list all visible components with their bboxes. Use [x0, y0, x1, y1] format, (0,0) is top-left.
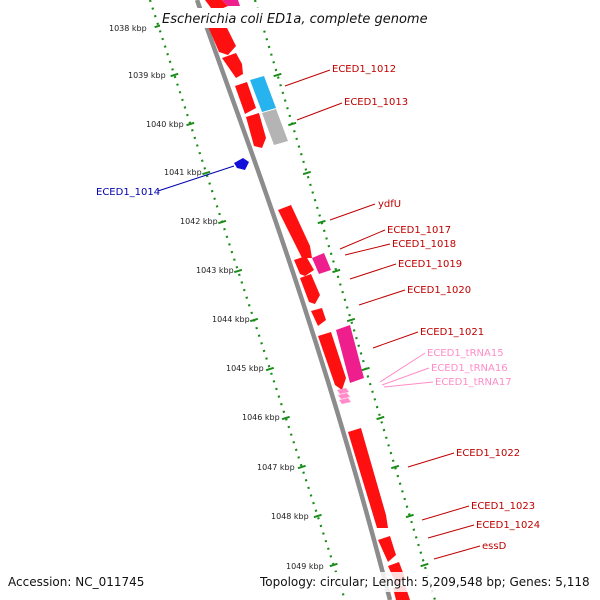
genome-backbone	[194, 0, 393, 600]
gene-label[interactable]: ECED1_1017	[387, 225, 451, 236]
kbp-major-tick	[376, 415, 385, 421]
gene-label[interactable]: essD	[482, 541, 507, 552]
gene-arrow-long	[348, 428, 388, 528]
kbp-tick-label: 1045 kbp	[226, 364, 264, 373]
outer-dotted-rail	[253, 0, 437, 600]
gene-arrow	[378, 536, 396, 562]
kbp-tick-label: 1044 kbp	[212, 315, 250, 324]
kbp-tick-label: 1038 kbp	[109, 24, 147, 33]
kbp-major-tick	[233, 268, 243, 274]
kbp-major-tick	[297, 464, 306, 470]
kbp-major-tick	[218, 219, 227, 225]
kbp-major-tick	[313, 513, 322, 519]
kbp-tick-label: 1042 kbp	[180, 217, 218, 226]
kbp-tick-label: 1043 kbp	[196, 266, 234, 275]
kbp-major-tick	[329, 562, 338, 568]
kbp-tick-label: 1047 kbp	[257, 463, 295, 472]
gene-label[interactable]: ydfU	[378, 199, 401, 210]
kbp-major-tick	[332, 268, 341, 274]
gene-label[interactable]: ECED1_1022	[456, 448, 520, 459]
kbp-major-tick	[420, 562, 429, 568]
gene-arrow	[246, 113, 266, 148]
gene-arrow	[300, 274, 320, 304]
kbp-tick-label: 1049 kbp	[286, 562, 324, 571]
kbp-major-tick	[170, 72, 179, 78]
gene-label[interactable]: ECED1_1020	[407, 285, 471, 296]
trna-arrow	[338, 393, 350, 399]
gene-arrow-blue	[234, 158, 249, 170]
gene-arrow	[294, 256, 314, 276]
gene-label[interactable]: ECED1_1012	[332, 64, 396, 75]
gene-box-cyan	[250, 76, 276, 112]
kbp-major-tick	[265, 366, 275, 372]
kbp-major-tick	[317, 219, 326, 225]
kbp-tick-label: 1040 kbp	[146, 120, 184, 129]
gene-box-gray	[262, 109, 288, 145]
gene-label[interactable]: ECED1_1024	[476, 520, 540, 531]
gene-label[interactable]: ECED1_1019	[398, 259, 462, 270]
gene-box-magenta-long	[336, 325, 364, 383]
topology-text: Topology: circular; Length: 5,209,548 bp…	[259, 575, 590, 589]
label-leader-lines	[157, 69, 481, 560]
title-backdrop	[160, 8, 438, 28]
trna-arrow	[337, 388, 349, 394]
gene-label[interactable]: ECED1_1023	[471, 501, 535, 512]
kbp-tick-labels: 1038 kbp 1039 kbp 1040 kbp 1041 kbp 1042…	[109, 24, 324, 571]
gene-label[interactable]: ECED1_1021	[420, 327, 484, 338]
gene-arrow-top-magenta	[222, 0, 240, 6]
gene-box-magenta	[312, 253, 331, 274]
kbp-major-tick	[288, 121, 297, 127]
gene-label[interactable]: ECED1_tRNA17	[435, 377, 512, 388]
gene-arrow-top	[205, 0, 228, 12]
gene-arrow	[222, 53, 243, 78]
kbp-major-tick	[186, 121, 195, 127]
gene-label[interactable]: ECED1_1018	[392, 239, 456, 250]
inner-dotted-rail	[148, 0, 347, 600]
accession-text: Accession: NC_011745	[8, 575, 144, 589]
kbp-major-tick	[346, 317, 356, 323]
kbp-major-tick	[281, 415, 290, 421]
kbp-tick-label: 1048 kbp	[271, 512, 309, 521]
gene-label[interactable]: ECED1_tRNA16	[431, 363, 508, 374]
gene-label[interactable]: ECED1_1014	[96, 187, 160, 198]
gene-label[interactable]: ECED1_1013	[344, 97, 408, 108]
kbp-tick-label: 1039 kbp	[128, 71, 166, 80]
map-title: Escherichia coli ED1a, complete genome	[162, 12, 428, 27]
gene-arrow	[311, 308, 326, 326]
gene-arrow	[318, 332, 346, 390]
kbp-tick-label: 1046 kbp	[242, 413, 280, 422]
kbp-major-tick	[273, 72, 282, 78]
gene-arrow	[235, 82, 256, 114]
kbp-tick-label: 1041 kbp	[164, 168, 202, 177]
gene-features	[205, 0, 410, 600]
kbp-major-tick	[249, 317, 259, 323]
trna-arrow	[339, 398, 351, 404]
kbp-major-tick	[361, 366, 370, 372]
footer-backdrop	[0, 572, 600, 592]
gene-label[interactable]: ECED1_tRNA15	[427, 348, 504, 359]
kbp-major-tick	[302, 170, 312, 176]
gene-labels: ECED1_1012 ECED1_1013 ECED1_1014 ydfU EC…	[96, 64, 540, 552]
kbp-major-tick	[202, 170, 211, 176]
kbp-major-tick	[405, 513, 414, 519]
kbp-major-tick	[390, 464, 400, 470]
gene-arrow-ydfU	[278, 205, 312, 258]
